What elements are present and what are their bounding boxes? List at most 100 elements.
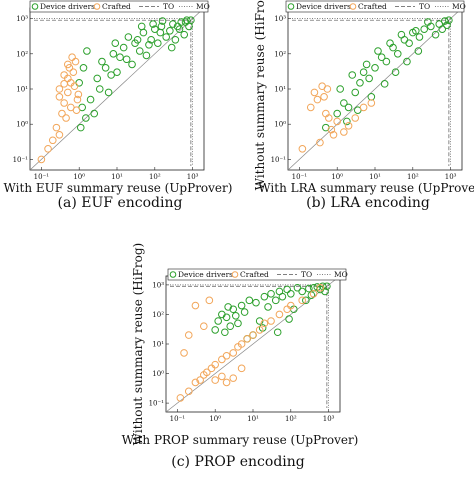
- device-driver-point: [76, 123, 85, 132]
- device-driver-point: [151, 25, 159, 33]
- crafted-point: [313, 95, 322, 104]
- x-tick-label: 10³: [445, 173, 457, 181]
- device-driver-point: [211, 326, 219, 334]
- device-driver-point: [380, 80, 389, 88]
- crafted-point: [184, 331, 193, 339]
- crafted-point: [309, 289, 318, 298]
- device-driver-point: [252, 298, 260, 307]
- crafted-point: [310, 88, 319, 97]
- device-driver-point: [82, 114, 90, 122]
- chart-panel-2: 10⁻¹ 10⁻¹ 10⁰ 10⁰ 10¹ 10¹ 10² 10² 10³ 10³ Device d…: [253, 0, 474, 195]
- device-driver-point: [122, 55, 131, 64]
- device-driver-point: [237, 301, 246, 310]
- device-driver-point: [293, 283, 302, 292]
- device-driver-point: [344, 103, 353, 112]
- y-tick-label: 10³: [16, 15, 28, 23]
- crafted-point: [222, 351, 231, 360]
- x-tick-label: 10⁰: [73, 173, 85, 181]
- device-driver-point: [111, 39, 120, 48]
- device-driver-point: [377, 53, 386, 62]
- device-driver-point: [420, 25, 428, 33]
- device-driver-point: [438, 25, 447, 33]
- crafted-point: [37, 155, 46, 164]
- crafted-point: [191, 301, 200, 310]
- crafted-point: [255, 326, 264, 334]
- x-tick-label: 10¹: [111, 173, 123, 181]
- legend-box: [167, 268, 347, 281]
- crafted-point: [218, 372, 226, 381]
- y-tick-label: 10²: [16, 50, 28, 58]
- device-driver-point: [147, 35, 155, 44]
- crafted-point: [191, 378, 200, 387]
- crafted-point: [359, 103, 368, 112]
- crafted-point: [260, 319, 269, 328]
- device-driver-point: [382, 57, 391, 66]
- device-driver-point: [255, 317, 264, 325]
- device-driver-point: [371, 64, 379, 72]
- legend-crafted-marker: [349, 3, 357, 10]
- panel-caption: (a) EUF encoding: [58, 195, 183, 211]
- x-tick-label: 10¹: [247, 415, 259, 423]
- device-driver-point: [240, 308, 249, 316]
- crafted-point: [44, 145, 52, 153]
- crafted-point: [229, 349, 238, 357]
- device-driver-point: [267, 289, 275, 298]
- crafted-point: [70, 82, 79, 91]
- device-driver-point: [86, 95, 95, 104]
- legend-box: [285, 0, 465, 13]
- x-tick-label: 10⁰: [209, 415, 221, 423]
- device-driver-point: [359, 68, 368, 77]
- x-tick-label: 10²: [407, 173, 419, 181]
- device-driver-point: [158, 17, 167, 25]
- y-tick-label: 10¹: [16, 86, 28, 94]
- crafted-point: [306, 103, 315, 112]
- y-axis-label: Without summary reuse (HiFrog): [253, 0, 267, 190]
- crafted-point: [340, 128, 348, 136]
- device-driver-point: [333, 109, 341, 118]
- crafted-point: [180, 349, 188, 357]
- x-axis-label: With PROP summary reuse (UpProver): [122, 433, 359, 447]
- y-tick-label: 10²: [152, 311, 164, 319]
- crafted-point: [298, 296, 306, 305]
- x-tick-label: 10⁻¹: [170, 415, 186, 423]
- y-tick-label: 10¹: [274, 86, 286, 94]
- crafted-point: [211, 376, 219, 384]
- device-driver-point: [104, 88, 113, 97]
- crafted-point: [205, 296, 214, 305]
- device-driver-point: [124, 33, 133, 41]
- device-driver-point: [374, 47, 382, 55]
- device-driver-point: [119, 43, 128, 52]
- device-driver-point: [156, 28, 165, 37]
- device-driver-point: [221, 328, 229, 337]
- legend-to-label: TO: [301, 270, 312, 279]
- device-driver-point: [397, 30, 406, 39]
- device-driver-point: [137, 22, 146, 31]
- device-driver-point: [443, 21, 451, 29]
- device-driver-point: [214, 317, 222, 325]
- device-driver-point: [79, 64, 88, 72]
- device-driver-point: [135, 47, 144, 55]
- crafted-point: [298, 145, 307, 153]
- device-driver-point: [271, 296, 280, 305]
- device-driver-point: [278, 292, 287, 301]
- device-driver-point: [336, 85, 344, 93]
- crafted-point: [327, 125, 336, 134]
- device-driver-point: [142, 51, 151, 60]
- diagonal-line: [29, 7, 205, 171]
- device-driver-point: [431, 30, 440, 39]
- device-driver-point: [154, 39, 162, 48]
- legend-crafted-marker: [93, 3, 101, 10]
- x-axis-label: With LRA summary reuse (UpProver): [258, 181, 474, 195]
- legend-to-label: TO: [163, 2, 174, 11]
- device-driver-point: [356, 79, 364, 87]
- device-driver-point: [128, 60, 136, 69]
- crafted-point: [229, 374, 238, 382]
- device-driver-point: [273, 328, 282, 337]
- device-driver-point: [181, 18, 190, 26]
- crafted-point: [211, 360, 219, 369]
- device-driver-point: [145, 41, 153, 49]
- legend-box: [29, 0, 209, 13]
- crafted-point: [333, 117, 341, 126]
- legend-mo-label: MO: [196, 2, 210, 11]
- x-axis-label: With EUF summary reuse (UpProver): [4, 181, 233, 195]
